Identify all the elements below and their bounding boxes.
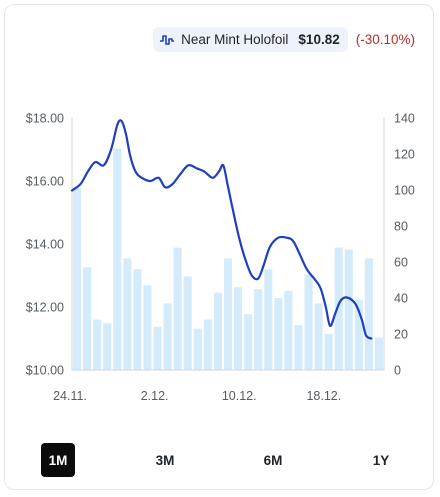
volume-bar [163,303,172,370]
volume-bar [73,188,82,370]
range-button-1y[interactable]: 1Y [372,452,390,468]
volume-bar [153,326,162,370]
y-left-tick-label: $14.00 [26,238,64,252]
y-right-tick-label: 60 [394,256,408,270]
volume-bar [234,287,243,370]
y-right-tick-label: 80 [394,220,408,234]
volume-bar [183,276,192,370]
volume-bar [93,319,102,370]
y-left-tick-label: $12.00 [26,301,64,315]
volume-bar [143,285,152,370]
y-left-tick-label: $10.00 [26,364,64,378]
volume-bar [294,325,303,370]
tick-labels: $10.00 $12.00 $14.00 $16.00 $18.00 0 20 40 60 80 1… [26,112,415,404]
time-range-selector: 1M 3M 6M 1Y [41,443,403,479]
volume-bar [203,319,212,370]
volume-bar [83,267,92,370]
volume-bar [364,258,373,370]
volume-bar [223,258,233,370]
chart-legend[interactable]: Near Mint Holofoil $10.82 (-30.10%) [153,27,415,52]
x-tick-label: 18.12. [306,389,341,403]
volume-bar [254,289,263,370]
volume-bar [193,328,202,370]
volume-bar [354,299,363,370]
y-right-tick-label: 120 [394,148,415,162]
volume-bar [244,314,253,370]
legend-change: (-30.10%) [355,32,415,47]
volume-bar [284,290,293,370]
volume-bar [304,274,313,370]
y-right-tick-label: 0 [394,364,401,378]
legend-item-near-mint-holofoil[interactable]: Near Mint Holofoil $10.82 [153,27,348,52]
legend-label: Near Mint Holofoil [181,32,289,47]
volume-bar [324,334,333,370]
volume-bar [264,269,273,370]
x-tick-label: 10.12. [222,389,257,403]
x-tick-label: 24.11. [53,389,87,403]
price-line [70,119,373,340]
line-chart-icon [160,34,175,45]
range-button-3m[interactable]: 3M [155,452,175,468]
volume-bar [344,249,353,370]
y-right-tick-label: 20 [394,328,408,342]
y-right-tick-label: 40 [394,292,408,306]
price-chart: $10.00 $12.00 $14.00 $16.00 $18.00 0 20 40 60 80 1… [26,112,415,404]
volume-bar [173,247,182,370]
volume-bar [113,148,122,370]
y-left-tick-label: $18.00 [26,112,64,126]
volume-bar [123,258,132,370]
volume-bar [213,292,222,370]
volume-bar [274,298,283,370]
legend-price: $10.82 [298,32,340,47]
range-button-1m[interactable]: 1M [41,443,75,477]
y-right-tick-label: 140 [394,112,415,126]
y-right-tick-label: 100 [394,184,415,198]
y-left-tick-label: $16.00 [26,175,64,189]
volume-bar [103,323,112,370]
x-tick-label: 2.12. [141,389,169,403]
volume-bar [314,303,323,370]
volume-bar [374,337,383,370]
volume-bar [334,247,343,370]
volume-bar [133,269,142,370]
range-button-6m[interactable]: 6M [263,452,283,468]
